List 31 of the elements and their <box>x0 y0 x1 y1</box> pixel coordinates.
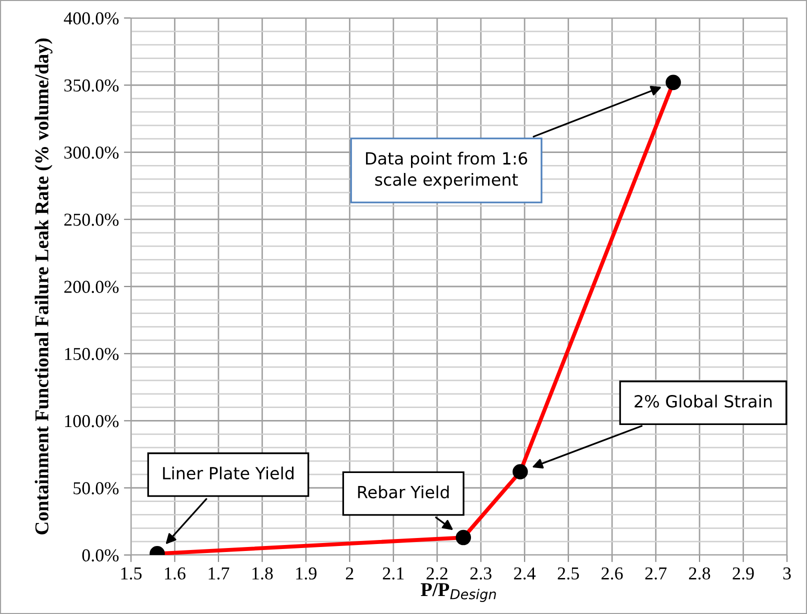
y-tick-label: 200.0% <box>64 280 119 294</box>
y-tick-label: 150.0% <box>65 348 119 360</box>
x-tick-label: 2.9 <box>732 567 754 580</box>
y-tick-label: 350.0% <box>64 79 119 92</box>
annotation: Data point from 1:6 scale experiment <box>366 152 528 190</box>
x-tick-label: 2.2 <box>426 567 448 580</box>
x-tick-label: 1.5 <box>121 567 142 580</box>
y-tick-label: 100.0% <box>65 415 119 428</box>
x-tick-label: 1.7 <box>208 567 230 580</box>
x-tick-label: 2.6 <box>602 567 623 580</box>
x-tick-label: 2.1 <box>382 567 404 580</box>
y-tick-label: 50.0% <box>74 482 119 494</box>
x-tick-label: 2.5 <box>558 567 579 580</box>
x-tick-label: 2 <box>346 567 354 580</box>
x-tick-label: 2.7 <box>645 567 667 580</box>
annotation: 2% Global Strain <box>634 394 772 408</box>
x-tick-label: 2.3 <box>470 567 492 580</box>
x-tick-label: 2.8 <box>689 567 710 580</box>
annotation: Liner Plate Yield <box>163 466 294 480</box>
y-axis-title: Containment Functional Failure Leak Rate (% volume/day) <box>34 38 52 534</box>
x-tick-label: 1.8 <box>252 567 273 580</box>
y-tick-label: 250.0% <box>64 214 119 226</box>
x-tick-label: 1.9 <box>296 567 316 580</box>
annotation: Rebar Yield <box>358 485 449 498</box>
y-tick-label: 300.0% <box>64 146 119 159</box>
x-tick-label: 2.4 <box>514 567 536 580</box>
x-tick-label: 1.6 <box>165 567 186 580</box>
x-axis-title: P/P$_{Design}$ <box>420 583 496 602</box>
y-tick-label: 400.0% <box>64 12 119 25</box>
y-tick-label: 0.0% <box>82 549 119 562</box>
x-tick-label: 3 <box>783 567 791 580</box>
